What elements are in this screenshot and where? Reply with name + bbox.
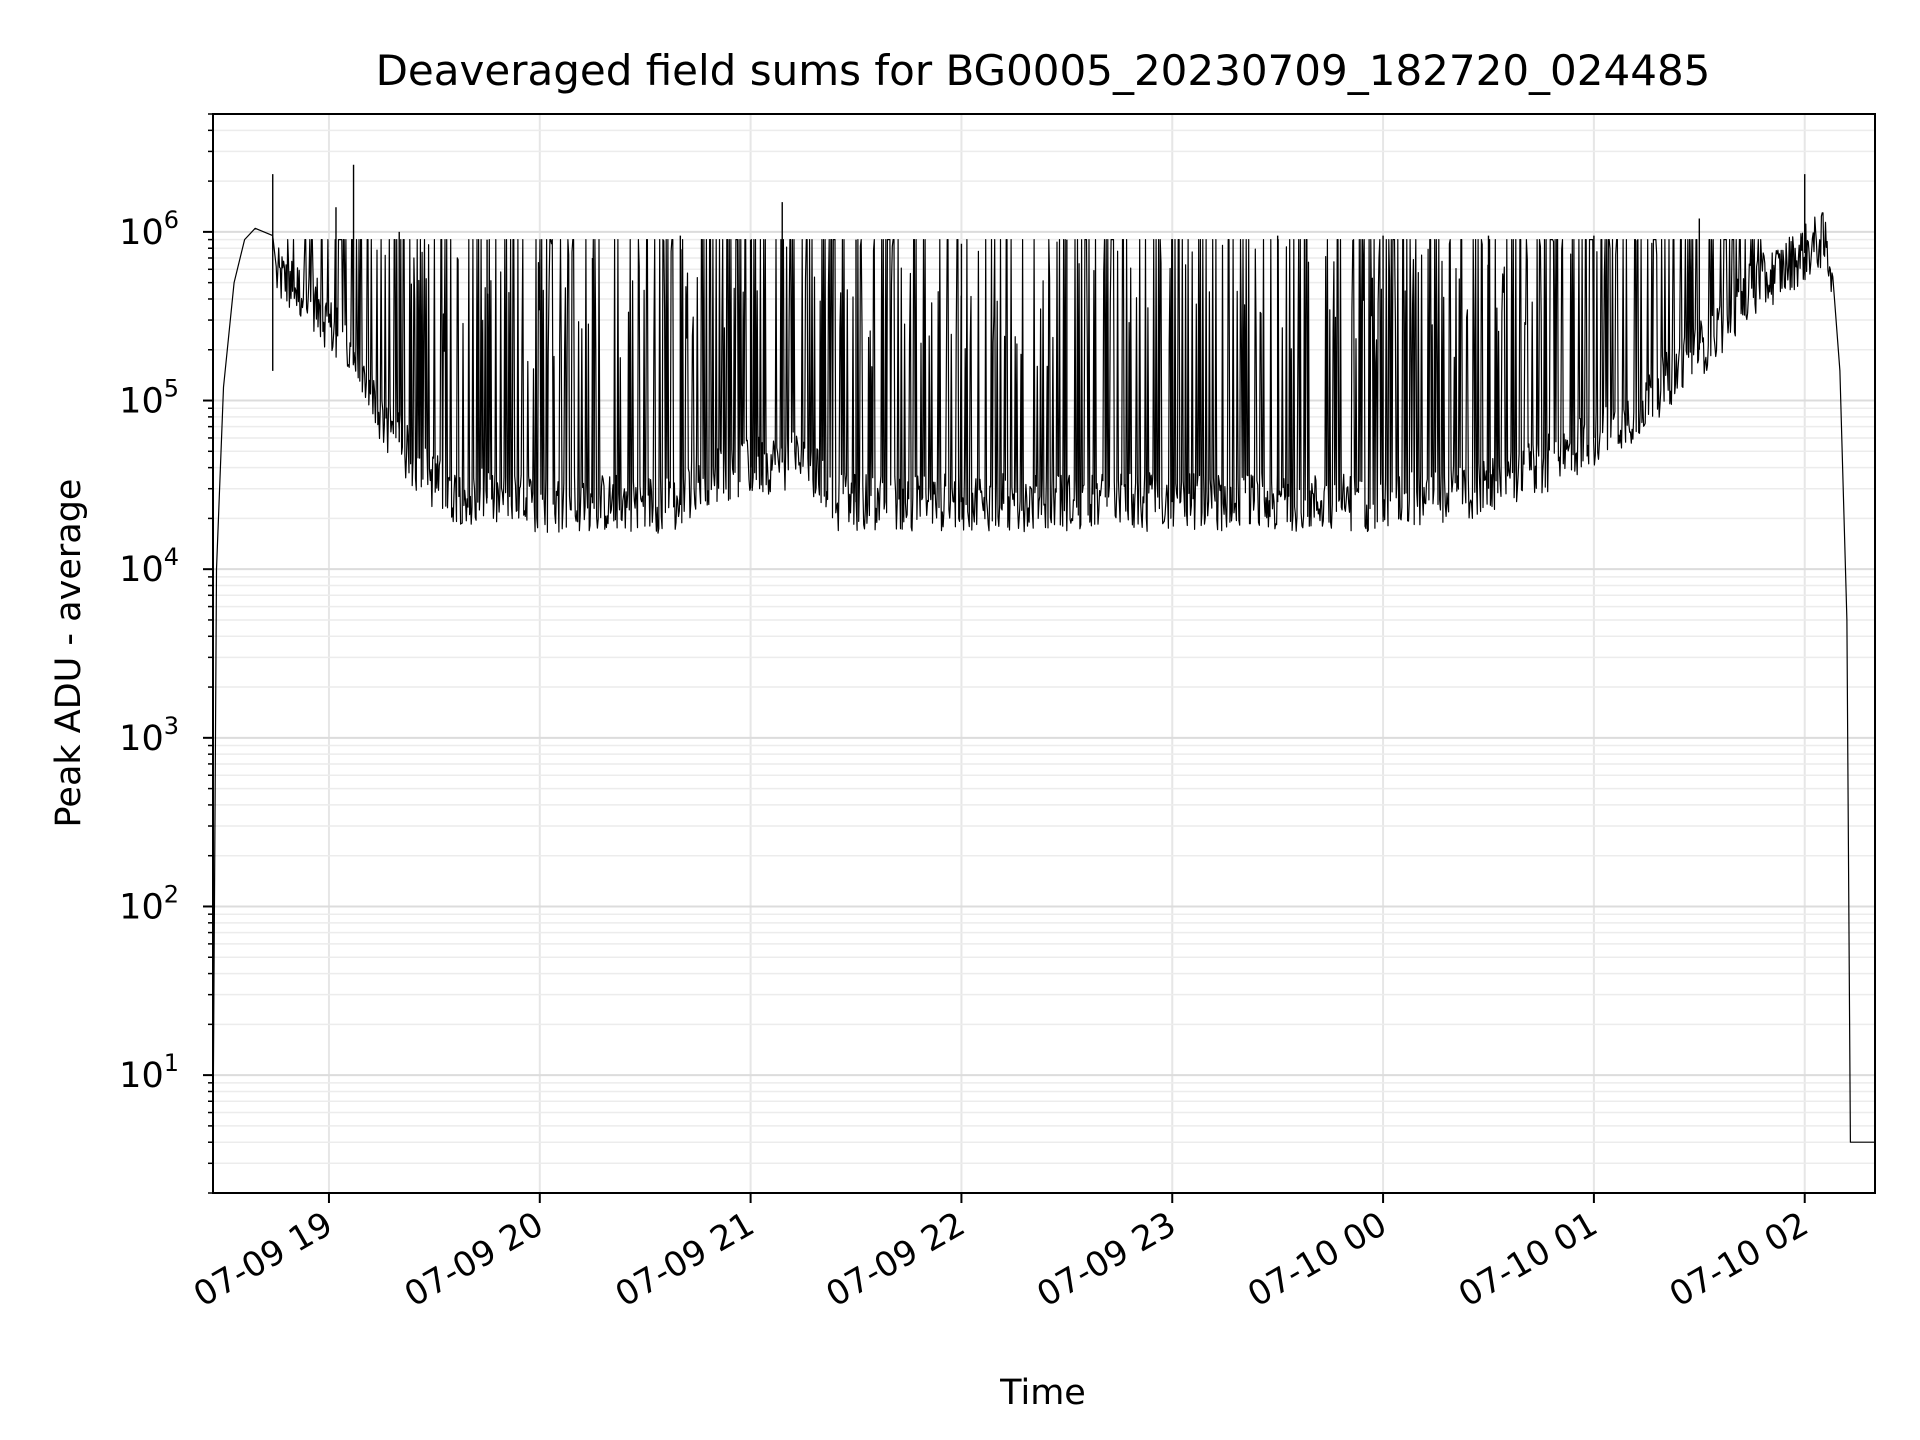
- y-tick-label: 102: [119, 880, 179, 927]
- y-tick-label: 101: [119, 1049, 179, 1096]
- x-axis-label: Time: [999, 1373, 1086, 1413]
- y-tick-label: 106: [119, 206, 179, 253]
- chart-title: Deaveraged field sums for BG0005_2023070…: [376, 46, 1711, 95]
- y-axis-label: Peak ADU - average: [49, 479, 89, 828]
- plot-frame: [212, 113, 1876, 1194]
- plot-area: [212, 164, 1875, 1143]
- y-tick-label: 105: [119, 375, 179, 422]
- y-tick-label: 104: [119, 543, 179, 590]
- series-line: [212, 212, 1875, 1143]
- y-tick-label: 103: [119, 712, 179, 759]
